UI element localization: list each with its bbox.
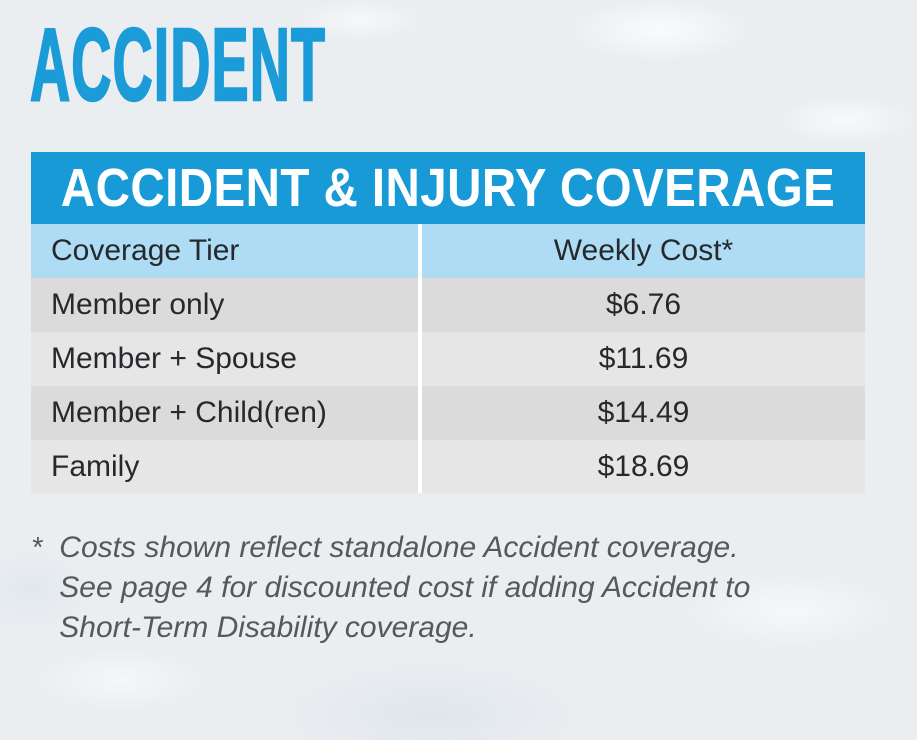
- footnote: * Costs shown reflect standalone Acciden…: [31, 528, 871, 648]
- table-row: Member + Child(ren) $14.49: [31, 386, 865, 440]
- column-header-tier: Coverage Tier: [31, 224, 418, 278]
- footnote-line: Short-Term Disability coverage.: [59, 611, 477, 644]
- page-title: ACCIDENT: [29, 7, 327, 122]
- tier-cell: Member only: [31, 278, 418, 332]
- table-title: ACCIDENT & INJURY COVERAGE: [60, 158, 836, 218]
- cost-cell: $6.76: [422, 278, 865, 332]
- column-divider: [418, 440, 422, 493]
- column-divider: [418, 224, 422, 278]
- column-header-row: Coverage Tier Weekly Cost*: [31, 224, 865, 278]
- table-row: Family $18.69: [31, 440, 865, 493]
- tier-cell: Member + Child(ren): [31, 386, 418, 440]
- tier-cell: Member + Spouse: [31, 332, 418, 386]
- coverage-table: ACCIDENT & INJURY COVERAGE Coverage Tier…: [31, 152, 865, 493]
- footnote-text: Costs shown reflect standalone Accident …: [59, 528, 750, 648]
- footnote-line: Costs shown reflect standalone Accident …: [59, 531, 739, 564]
- cost-cell: $14.49: [422, 386, 865, 440]
- table-row: Member only $6.76: [31, 278, 865, 332]
- table-row: Member + Spouse $11.69: [31, 332, 865, 386]
- tier-cell: Family: [31, 440, 418, 493]
- cost-cell: $11.69: [422, 332, 865, 386]
- cost-cell: $18.69: [422, 440, 865, 493]
- footnote-marker: *: [31, 532, 43, 564]
- footnote-line: See page 4 for discounted cost if adding…: [59, 571, 751, 604]
- column-divider: [418, 386, 422, 440]
- table-title-band: ACCIDENT & INJURY COVERAGE: [31, 152, 865, 224]
- column-divider: [418, 332, 422, 386]
- column-divider: [418, 278, 422, 332]
- column-header-cost: Weekly Cost*: [422, 224, 865, 278]
